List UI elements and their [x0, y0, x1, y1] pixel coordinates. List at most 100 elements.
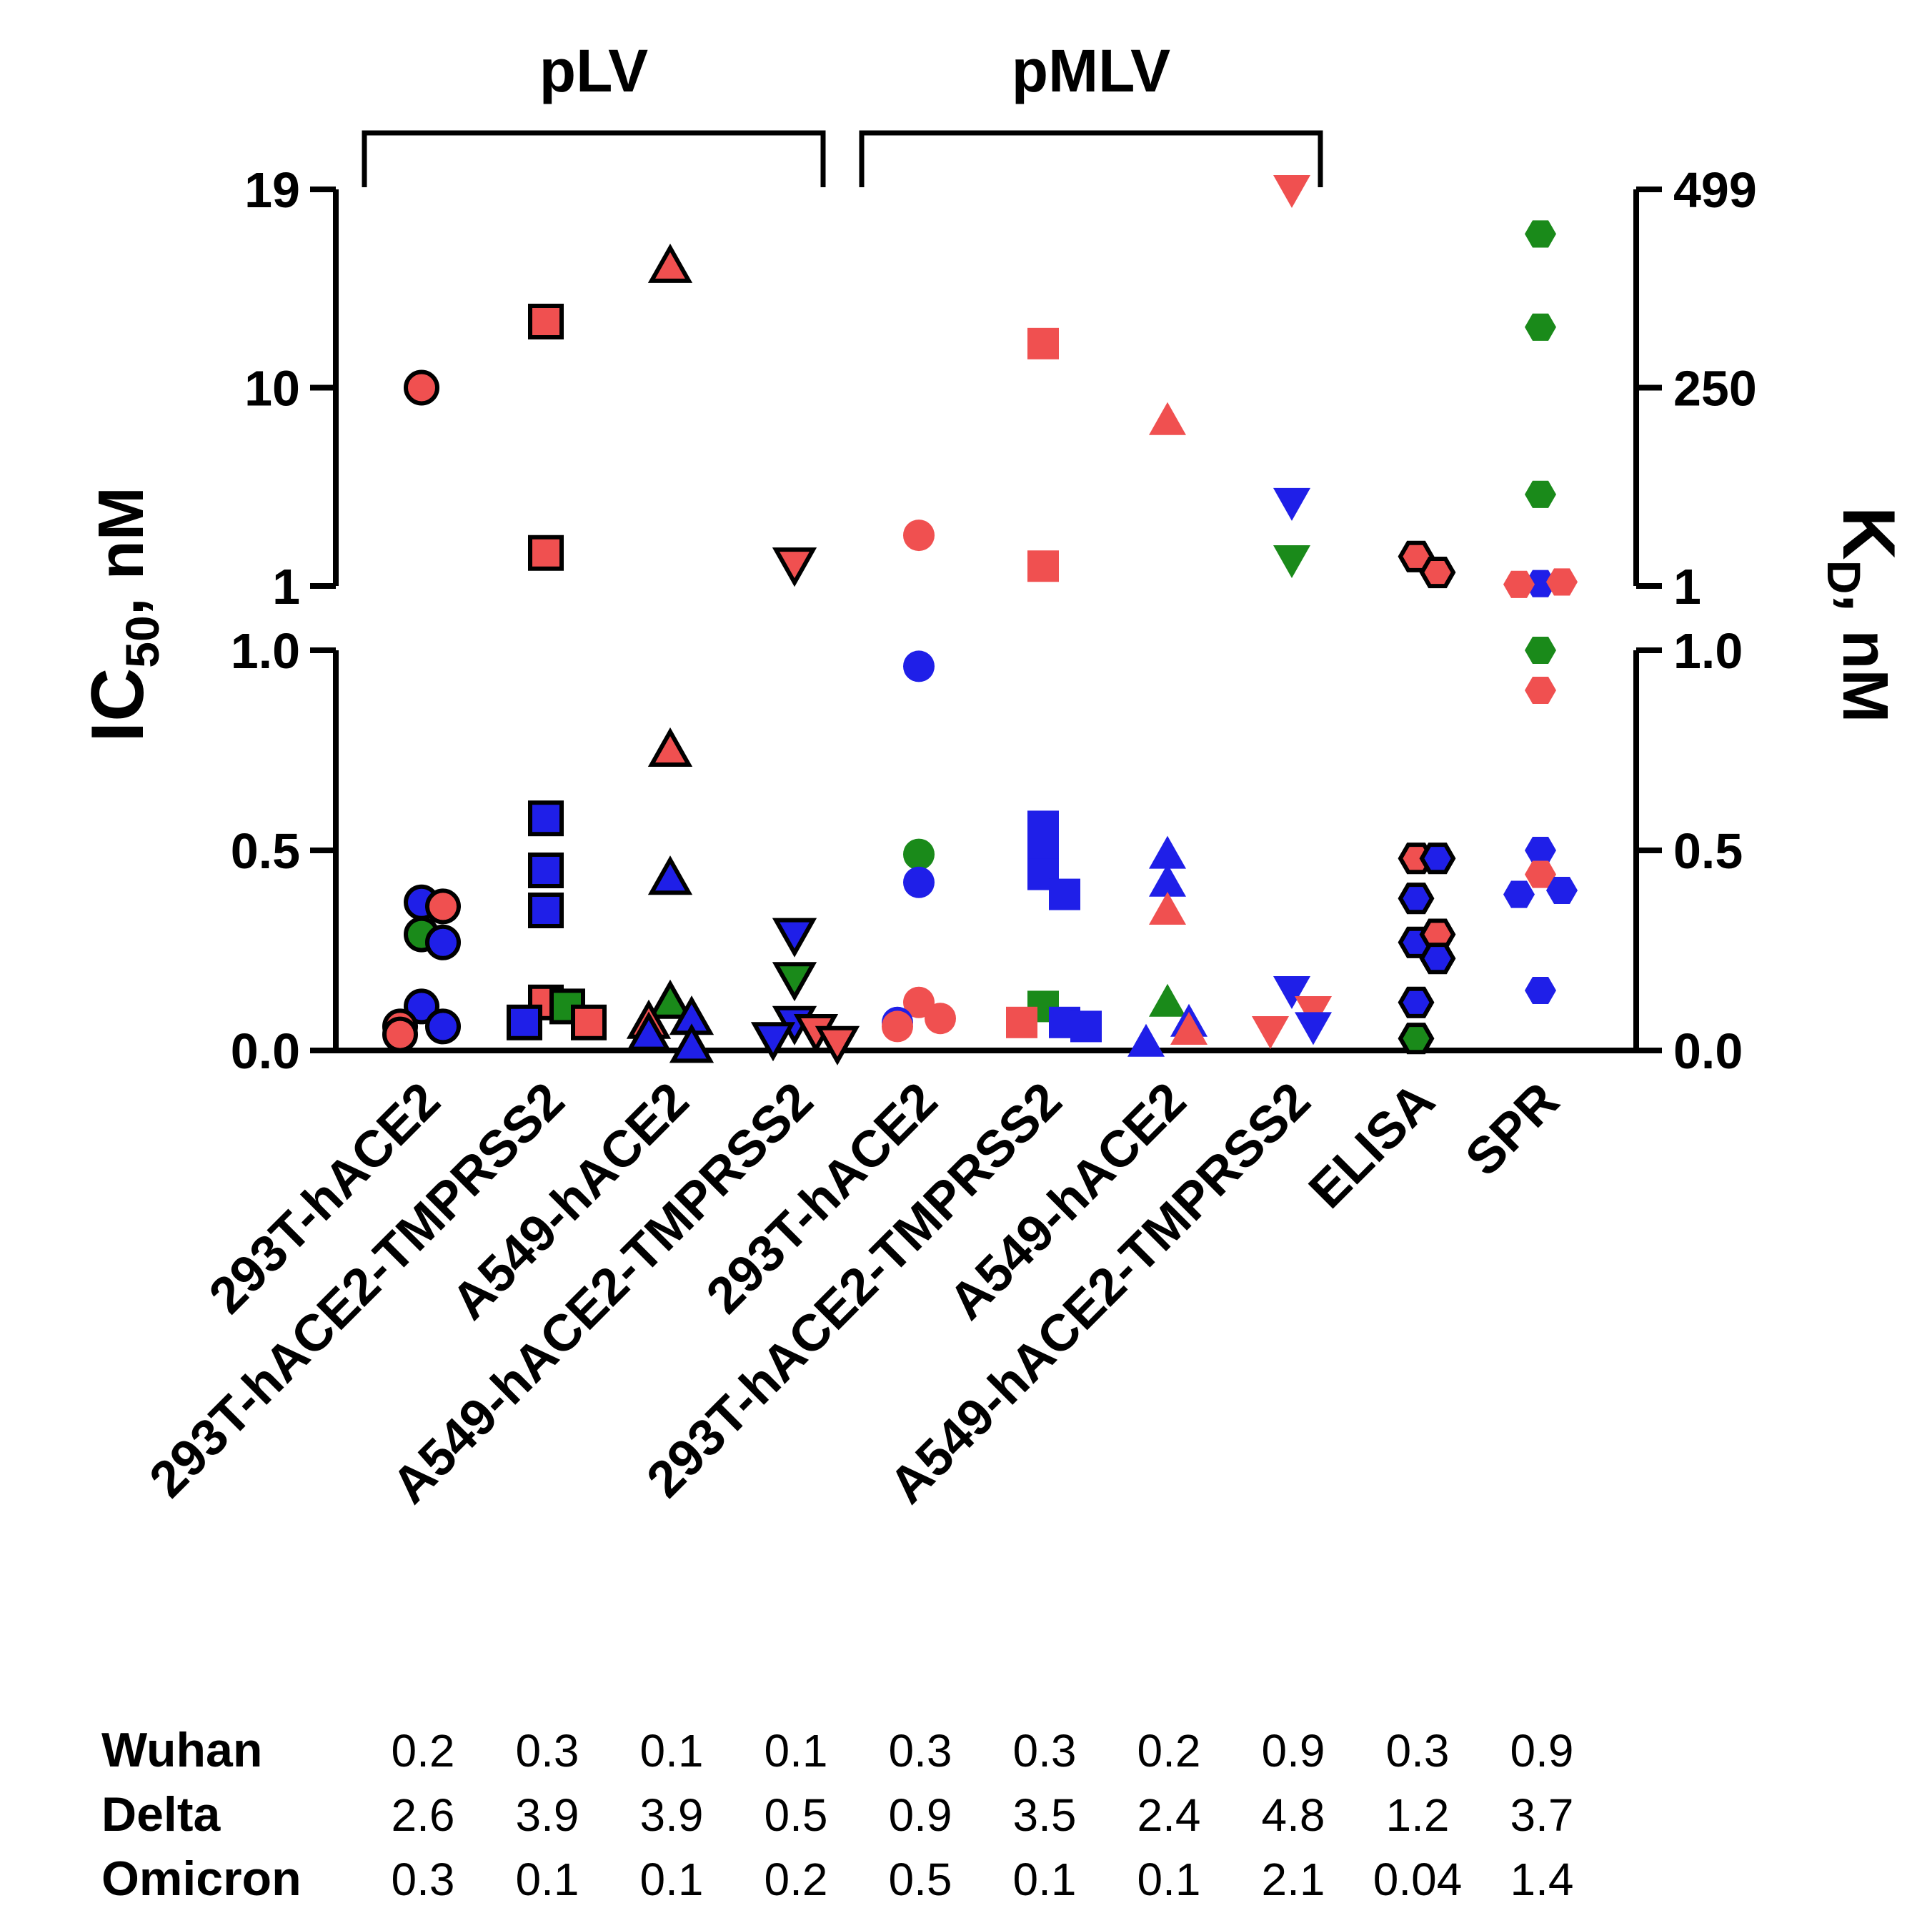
table-cell: 0.3: [1386, 1725, 1450, 1777]
data-point-wuhan: [1398, 986, 1435, 1018]
data-point-wuhan: [1525, 570, 1556, 597]
table-cell: 0.1: [765, 1725, 828, 1777]
data-points: [382, 175, 1578, 1065]
group-brackets: pLV pMLV: [362, 37, 1323, 187]
left-tick-label: 10: [244, 361, 300, 417]
table-row-label: Wuhan: [101, 1723, 262, 1777]
data-point-wuhan: [626, 1011, 672, 1051]
table-cell: 3.7: [1510, 1789, 1574, 1841]
data-point-delta: [382, 1016, 418, 1053]
data-point-delta: [1503, 570, 1535, 598]
table-cell: 0.2: [1137, 1725, 1201, 1777]
data-point-omicron: [1525, 636, 1556, 665]
table-cell: 2.4: [1137, 1789, 1201, 1841]
data-point-delta: [903, 986, 935, 1018]
data-point-wuhan: [528, 893, 564, 928]
data-point-delta: [882, 1010, 913, 1043]
data-point-omicron: [1525, 220, 1556, 248]
data-point-wuhan: [1149, 863, 1186, 897]
data-point-delta: [1149, 402, 1186, 435]
data-point-wuhan: [772, 918, 817, 958]
data-point-wuhan: [1295, 1012, 1332, 1045]
data-point-delta: [1027, 550, 1059, 582]
data-point-wuhan: [528, 853, 564, 888]
left-tick-label: 0.0: [231, 1023, 300, 1079]
right-tick-label: 499: [1673, 162, 1757, 218]
data-point-wuhan: [903, 866, 935, 898]
category-labels: 293T-hACE2293T-hACE2-TMPRSS2A549-hACE2A5…: [139, 1072, 1570, 1515]
table-cell: 3.9: [516, 1789, 579, 1841]
data-point-wuhan: [750, 1022, 796, 1062]
data-point-wuhan: [528, 800, 564, 837]
category-label: ELISA: [1298, 1072, 1445, 1219]
data-point-wuhan: [903, 650, 935, 682]
data-point-omicron: [1525, 480, 1556, 508]
data-point-delta: [1170, 1012, 1208, 1045]
data-point-delta: [1525, 676, 1556, 705]
table-cell: 0.2: [392, 1725, 455, 1777]
data-point-wuhan: [1503, 880, 1535, 908]
table-cell: 0.1: [1013, 1854, 1077, 1905]
right-tick-label: 250: [1673, 361, 1757, 417]
table-cell: 0.9: [889, 1789, 952, 1841]
data-point-delta: [647, 243, 693, 283]
group-bracket: [859, 130, 1323, 187]
data-point-delta: [528, 304, 564, 339]
right-tick-label: 1: [1673, 559, 1701, 615]
table-cell: 0.9: [1262, 1725, 1325, 1777]
data-point-delta: [1546, 568, 1578, 596]
table-cell: 0.5: [765, 1789, 828, 1841]
table-cell: 0.1: [516, 1854, 579, 1905]
table-cell: 0.2: [765, 1854, 828, 1905]
data-point-wuhan: [1525, 976, 1556, 1005]
table-cell: 2.6: [392, 1789, 455, 1841]
data-point-delta: [903, 520, 935, 552]
table-cell: 2.1: [1262, 1854, 1325, 1905]
data-point-wuhan: [507, 1004, 542, 1040]
group-bracket: [362, 130, 826, 187]
data-point-delta: [404, 369, 439, 406]
table-row-label: Omicron: [101, 1852, 302, 1906]
data-point-wuhan: [1398, 883, 1435, 915]
left-tick-label: 0.5: [231, 823, 300, 879]
summary-table: Wuhan 0.2 0.3 0.1 0.1 0.3 0.3 0.2 0.9 0.3 0.9 Delta…: [101, 1723, 1573, 1906]
data-point-wuhan: [1525, 836, 1556, 865]
chart-axes: 0.0 0.5 1.0 1 10 19 0.0 0.5 1.0 1 250 499 IC50, nM KD…: [76, 162, 1910, 1079]
data-point-wuhan: [425, 924, 461, 960]
table-cell: 0.5: [889, 1854, 952, 1905]
left-tick-label: 1.0: [231, 623, 300, 679]
table-cell: 1.2: [1386, 1789, 1450, 1841]
right-tick-label: 0.0: [1673, 1023, 1743, 1079]
data-point-omicron: [1149, 983, 1186, 1017]
right-tick-label: 0.5: [1673, 823, 1743, 879]
table-cell: 3.9: [640, 1789, 704, 1841]
left-tick-label: 19: [244, 162, 300, 218]
table-cell: 3.5: [1013, 1789, 1077, 1841]
table-cell: 0.3: [1013, 1725, 1077, 1777]
data-point-wuhan: [1149, 835, 1186, 869]
data-point-wuhan: [425, 1008, 461, 1045]
data-point-omicron: [1525, 313, 1556, 341]
data-point-delta: [1149, 892, 1186, 925]
data-point-wuhan: [647, 855, 693, 895]
data-point-wuhan: [1127, 1023, 1165, 1057]
data-point-omicron: [1273, 545, 1310, 578]
group-label: pMLV: [1012, 37, 1170, 104]
data-point-delta: [647, 727, 693, 767]
data-point-omicron: [647, 979, 693, 1019]
data-point-wuhan: [1419, 943, 1456, 975]
table-cell: 0.1: [1137, 1854, 1201, 1905]
table-cell: 0.1: [640, 1725, 704, 1777]
data-point-omicron: [903, 838, 935, 870]
data-point-omicron: [772, 962, 817, 1002]
data-point-delta: [1273, 175, 1310, 208]
data-point-wuhan: [1273, 976, 1310, 1009]
data-point-delta: [1252, 1016, 1289, 1049]
data-point-wuhan: [404, 988, 439, 1025]
data-point-delta: [925, 1003, 956, 1035]
table-cell: 0.3: [516, 1725, 579, 1777]
data-point-delta: [1419, 557, 1456, 589]
left-axis-title: IC50, nM: [76, 487, 169, 742]
data-point-delta: [772, 547, 817, 587]
